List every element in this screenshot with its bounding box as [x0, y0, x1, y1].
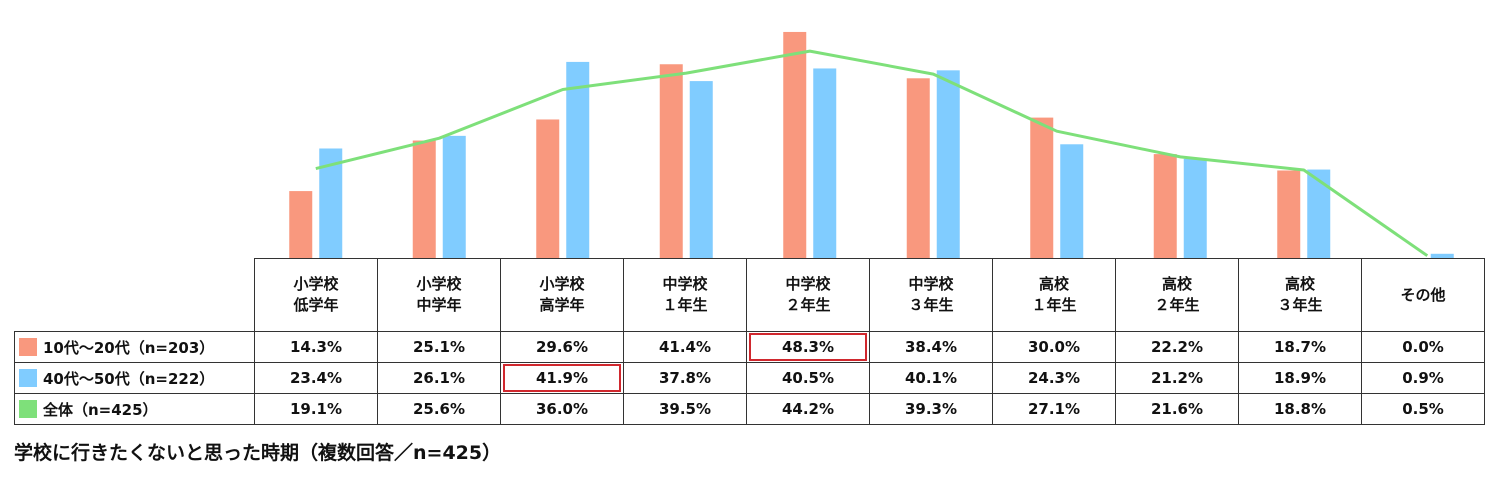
legend-swatch — [19, 399, 37, 418]
bar-teens-twenties-0 — [289, 191, 313, 258]
value-cell: 41.4% — [623, 331, 747, 363]
highlighted-value: 41.9% — [503, 364, 621, 392]
category-header-1: 小学校 中学年 — [377, 258, 501, 332]
category-label-line: 高学年 — [539, 296, 585, 314]
series-name: 全体（n=425） — [43, 400, 158, 419]
bar-forties-fifties-7 — [1183, 158, 1207, 258]
value-cell: 40.5% — [746, 362, 870, 394]
table-corner-cell — [14, 258, 255, 332]
series-label: 全体（n=425） — [14, 393, 255, 425]
bar-teens-twenties-2 — [536, 119, 560, 258]
value-cell: 25.6% — [377, 393, 501, 425]
value-cell: 40.1% — [869, 362, 993, 394]
value-cell: 29.6% — [500, 331, 624, 363]
category-header-8: 高校 ３年生 — [1238, 258, 1362, 332]
category-label-line: 高校 — [1038, 275, 1069, 293]
category-header-3: 中学校 １年生 — [623, 258, 747, 332]
legend-swatch — [19, 337, 37, 356]
value-cell: 36.0% — [500, 393, 624, 425]
legend-swatch — [19, 368, 37, 387]
value-cell: 21.2% — [1115, 362, 1239, 394]
data-table: 小学校 低学年 小学校 中学年 小学校 高学年 中学校 １年生 中学校 ２年生 中学校 ３年生 高校 １年… — [14, 258, 1485, 425]
bar-teens-twenties-1 — [412, 140, 436, 258]
value-cell: 39.3% — [869, 393, 993, 425]
value-cell: 0.5% — [1361, 393, 1485, 425]
value-cell: 18.7% — [1238, 331, 1362, 363]
value-cell: 22.2% — [1115, 331, 1239, 363]
category-header-6: 高校 １年生 — [992, 258, 1116, 332]
bar-forties-fifties-9 — [1430, 253, 1454, 258]
chart-caption: 学校に行きたくないと思った時期（複数回答／n=425） — [14, 442, 502, 464]
value-cell: 0.9% — [1361, 362, 1485, 394]
table-row: 40代～50代（n=222） 23.4% 26.1% 41.9% 37.8% 40.5% 4… — [14, 362, 1485, 394]
line-overall — [315, 49, 1429, 257]
bar-teens-twenties-3 — [659, 64, 683, 258]
category-label-line: 高校 — [1161, 275, 1192, 293]
category-label-line: 高校 — [1284, 275, 1315, 293]
value-cell: 19.1% — [254, 393, 378, 425]
category-label-line: 低学年 — [293, 296, 339, 314]
category-label-line: １年生 — [662, 296, 708, 314]
category-label-line: ２年生 — [1154, 296, 1200, 314]
bar-forties-fifties-3 — [689, 81, 713, 258]
value-cell: 18.9% — [1238, 362, 1362, 394]
value-cell: 30.0% — [992, 331, 1116, 363]
category-label-line: 中学校 — [662, 275, 708, 293]
category-label-line: 小学校 — [416, 275, 462, 293]
bar-forties-fifties-1 — [442, 135, 466, 258]
bar-forties-fifties-8 — [1307, 169, 1331, 258]
value-cell: 18.8% — [1238, 393, 1362, 425]
value-cell: 24.3% — [992, 362, 1116, 394]
bar-teens-twenties-4 — [783, 31, 807, 259]
bar-teens-twenties-7 — [1153, 154, 1177, 258]
category-label-line: 中学年 — [416, 296, 462, 314]
value-cell: 39.5% — [623, 393, 747, 425]
table-row: 全体（n=425） 19.1% 25.6% 36.0% 39.5% 44.2% 39.3% 2… — [14, 393, 1485, 425]
value-cell: 37.8% — [623, 362, 747, 394]
category-label-line: ２年生 — [785, 296, 831, 314]
value-cell: 38.4% — [869, 331, 993, 363]
category-label-line: 中学校 — [908, 275, 954, 293]
table-row: 10代～20代（n=203） 14.3% 25.1% 29.6% 41.4% 48.3% 3… — [14, 331, 1485, 363]
series-name: 40代～50代（n=222） — [43, 369, 215, 388]
category-label-line: 小学校 — [293, 275, 339, 293]
value-cell: 25.1% — [377, 331, 501, 363]
category-header-9: その他 — [1361, 258, 1485, 332]
value-cell: 44.2% — [746, 393, 870, 425]
category-header-5: 中学校 ３年生 — [869, 258, 993, 332]
chart-plot-area — [289, 31, 1454, 259]
bar-teens-twenties-8 — [1277, 170, 1301, 258]
category-label-line: ３年生 — [1277, 296, 1323, 314]
value-cell: 27.1% — [992, 393, 1116, 425]
bar-forties-fifties-5 — [936, 70, 960, 258]
value-cell: 23.4% — [254, 362, 378, 394]
bar-teens-twenties-6 — [1030, 117, 1054, 258]
bar-forties-fifties-2 — [566, 61, 590, 258]
bar-forties-fifties-0 — [319, 148, 343, 258]
value-cell: 41.9% — [500, 362, 624, 394]
series-label: 40代～50代（n=222） — [14, 362, 255, 394]
category-header-4: 中学校 ２年生 — [746, 258, 870, 332]
category-label-line: ３年生 — [908, 296, 954, 314]
bar-forties-fifties-6 — [1060, 144, 1084, 258]
category-label-line: 中学校 — [785, 275, 831, 293]
series-name: 10代～20代（n=203） — [43, 338, 215, 357]
value-cell: 0.0% — [1361, 331, 1485, 363]
value-cell: 21.6% — [1115, 393, 1239, 425]
category-header-0: 小学校 低学年 — [254, 258, 378, 332]
bar-teens-twenties-5 — [906, 78, 930, 259]
series-label: 10代～20代（n=203） — [14, 331, 255, 363]
value-cell: 48.3% — [746, 331, 870, 363]
value-cell: 14.3% — [254, 331, 378, 363]
value-cell: 26.1% — [377, 362, 501, 394]
category-label-line: 小学校 — [539, 275, 585, 293]
bar-forties-fifties-4 — [813, 68, 837, 259]
category-header-2: 小学校 高学年 — [500, 258, 624, 332]
category-header-7: 高校 ２年生 — [1115, 258, 1239, 332]
table-header-row: 小学校 低学年 小学校 中学年 小学校 高学年 中学校 １年生 中学校 ２年生 中学校 ３年生 高校 １年… — [14, 258, 1485, 332]
highlighted-value: 48.3% — [749, 333, 867, 361]
category-label-line: その他 — [1400, 285, 1446, 304]
category-label-line: １年生 — [1031, 296, 1077, 314]
